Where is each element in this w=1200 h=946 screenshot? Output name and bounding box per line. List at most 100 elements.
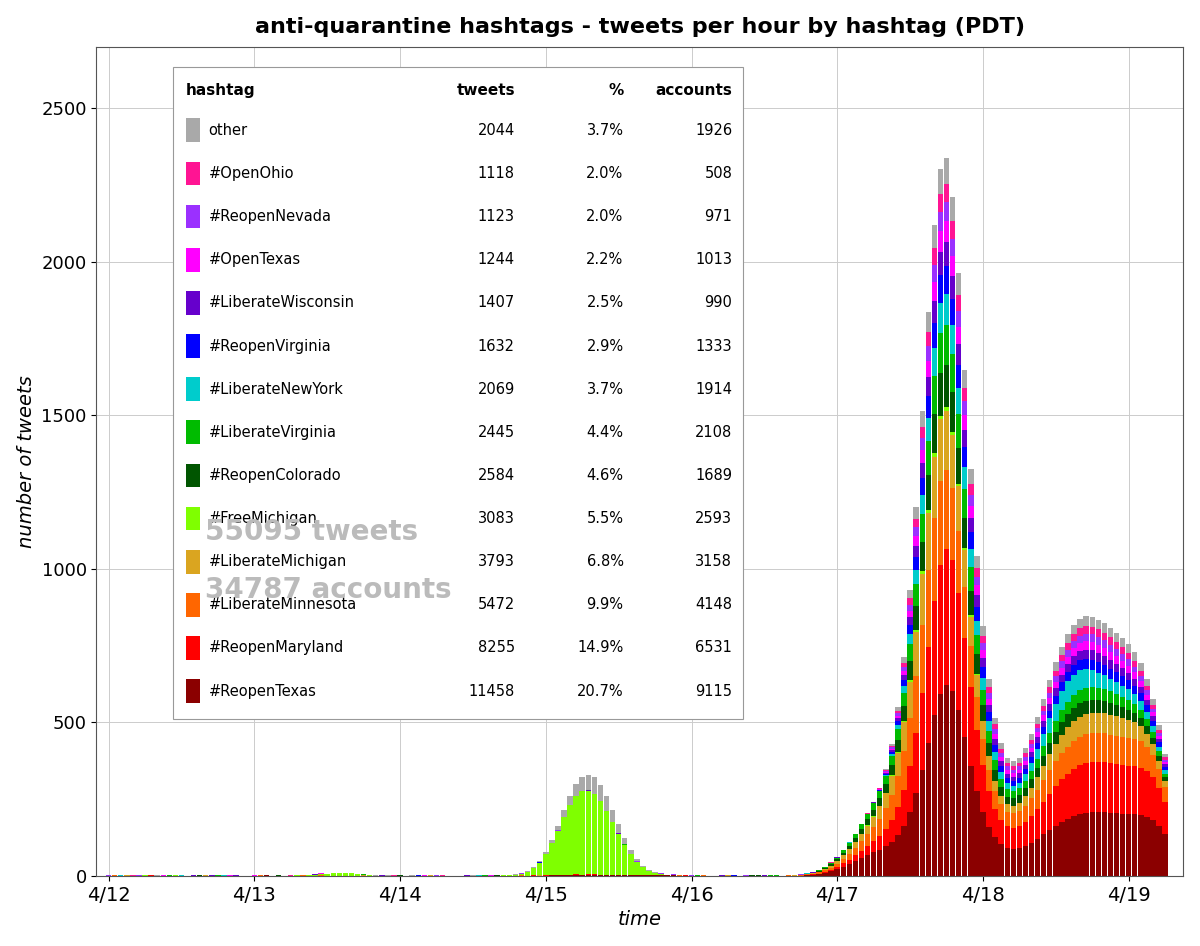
Bar bbox=[913, 546, 919, 557]
Bar bbox=[1072, 769, 1076, 815]
Bar bbox=[1054, 704, 1058, 721]
Bar bbox=[1028, 779, 1034, 788]
Bar bbox=[840, 852, 846, 855]
Bar bbox=[604, 797, 610, 811]
Bar bbox=[937, 333, 943, 373]
Bar bbox=[1084, 714, 1088, 734]
Bar bbox=[1072, 665, 1076, 674]
Bar bbox=[847, 843, 852, 846]
Bar bbox=[1048, 718, 1052, 732]
Bar bbox=[956, 273, 961, 295]
Bar bbox=[950, 325, 955, 354]
Text: #LiberateVirginia: #LiberateVirginia bbox=[209, 425, 336, 440]
Bar bbox=[1090, 651, 1094, 659]
Bar bbox=[598, 801, 604, 875]
Bar bbox=[312, 875, 318, 876]
Bar bbox=[1022, 748, 1028, 753]
Bar bbox=[1028, 734, 1034, 740]
Bar bbox=[889, 746, 895, 747]
Bar bbox=[1114, 664, 1120, 673]
Bar bbox=[919, 478, 925, 496]
Bar bbox=[895, 725, 901, 728]
Bar bbox=[1066, 746, 1070, 774]
Bar bbox=[956, 295, 961, 311]
Bar bbox=[937, 252, 943, 275]
Bar bbox=[931, 376, 937, 413]
Bar bbox=[992, 725, 998, 729]
Bar bbox=[853, 848, 858, 855]
Text: 1689: 1689 bbox=[695, 468, 732, 482]
Text: 8255: 8255 bbox=[478, 640, 515, 656]
Bar bbox=[1066, 634, 1070, 643]
Bar bbox=[943, 202, 949, 221]
Bar bbox=[950, 435, 955, 488]
Bar bbox=[1010, 786, 1016, 791]
Bar bbox=[1040, 710, 1046, 715]
Bar bbox=[592, 778, 598, 794]
Bar bbox=[1004, 848, 1010, 876]
Bar bbox=[822, 870, 828, 872]
Bar bbox=[1048, 710, 1052, 718]
Bar bbox=[1132, 713, 1138, 722]
Bar bbox=[956, 364, 961, 389]
Bar bbox=[1132, 723, 1138, 739]
Bar bbox=[1010, 849, 1016, 876]
Bar bbox=[1102, 733, 1108, 762]
Bar bbox=[1016, 762, 1022, 766]
Text: accounts: accounts bbox=[655, 83, 732, 98]
Bar bbox=[1072, 708, 1076, 721]
Bar bbox=[1120, 765, 1126, 814]
Text: #ReopenNevada: #ReopenNevada bbox=[209, 209, 331, 224]
Bar bbox=[950, 221, 955, 238]
Bar bbox=[1096, 673, 1102, 688]
Bar bbox=[659, 874, 664, 875]
Bar bbox=[1157, 761, 1162, 769]
Bar bbox=[943, 184, 949, 202]
Bar bbox=[1144, 771, 1150, 817]
Bar bbox=[956, 531, 961, 592]
Bar bbox=[1060, 710, 1064, 722]
Bar bbox=[925, 510, 931, 513]
Bar bbox=[865, 834, 870, 846]
Bar bbox=[937, 275, 943, 303]
Bar bbox=[610, 822, 616, 875]
Bar bbox=[937, 415, 943, 419]
Bar bbox=[1120, 647, 1126, 655]
Bar bbox=[1096, 733, 1102, 762]
Bar bbox=[1163, 767, 1168, 770]
Bar bbox=[901, 657, 907, 663]
Bar bbox=[1102, 675, 1108, 689]
Bar bbox=[919, 542, 925, 571]
Bar bbox=[974, 586, 979, 595]
Bar bbox=[950, 299, 955, 325]
Bar bbox=[834, 869, 840, 876]
Bar bbox=[919, 625, 925, 693]
Bar bbox=[871, 827, 876, 841]
Text: #ReopenTexas: #ReopenTexas bbox=[209, 684, 317, 698]
Bar bbox=[1138, 681, 1144, 687]
Bar bbox=[598, 785, 604, 801]
Bar bbox=[974, 607, 979, 621]
Bar bbox=[937, 213, 943, 231]
Bar bbox=[1102, 633, 1108, 640]
Bar bbox=[1114, 633, 1120, 642]
Bar bbox=[1138, 727, 1144, 742]
Text: 2445: 2445 bbox=[478, 425, 515, 440]
Bar bbox=[1010, 777, 1016, 780]
Bar bbox=[1004, 766, 1010, 770]
Text: 34787 accounts: 34787 accounts bbox=[205, 576, 451, 604]
Bar bbox=[962, 414, 967, 429]
Bar bbox=[530, 867, 536, 875]
Bar bbox=[1151, 778, 1156, 820]
Bar bbox=[907, 599, 913, 604]
Bar bbox=[1034, 777, 1040, 790]
Bar bbox=[840, 859, 846, 863]
Bar bbox=[1108, 628, 1114, 638]
Bar bbox=[974, 577, 979, 586]
Bar bbox=[956, 710, 961, 876]
Bar bbox=[980, 650, 985, 658]
Bar bbox=[1090, 713, 1094, 733]
Bar bbox=[1048, 754, 1052, 770]
Bar bbox=[919, 450, 925, 463]
Bar bbox=[1120, 655, 1126, 661]
